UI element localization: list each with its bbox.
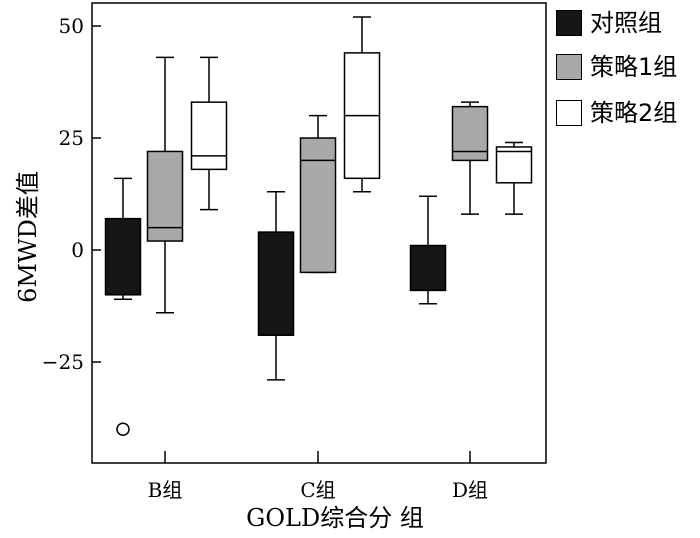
- legend: 对照组 策略1组 策略2组: [556, 0, 700, 160]
- x-axis: B组 C组 D组: [148, 451, 488, 502]
- legend-swatch-strategy1: [556, 54, 582, 80]
- box-2-1: [343, 16, 381, 193]
- y-tick-label: 25: [59, 126, 84, 150]
- box-1-1: [299, 114, 337, 274]
- box-iqr: [146, 150, 184, 242]
- box-iqr: [299, 137, 337, 274]
- legend-swatch-strategy2: [556, 100, 582, 126]
- box-0-0: [104, 177, 142, 301]
- x-tick-label: C组: [300, 478, 335, 502]
- legend-item-strategy2: 策略2组: [556, 98, 700, 128]
- box-iqr: [257, 231, 295, 336]
- box-iqr: [451, 105, 489, 162]
- box-1-0: [146, 56, 184, 314]
- outlier-point: [116, 422, 130, 436]
- box-iqr: [409, 244, 447, 292]
- boxes-layer: [104, 16, 533, 436]
- box-0-1: [257, 191, 295, 381]
- box-2-0: [190, 56, 228, 211]
- y-tick-label: −25: [42, 350, 84, 374]
- x-axis-title: GOLD综合分 组: [246, 504, 424, 532]
- legend-swatch-control: [556, 10, 582, 36]
- plot-frame: [91, 2, 547, 464]
- y-tick-label: 0: [71, 238, 84, 262]
- box-2-2: [495, 141, 533, 215]
- box-iqr: [495, 146, 533, 184]
- y-axis: 50 25 0 −25: [42, 14, 101, 374]
- y-tick-label: 50: [59, 14, 84, 38]
- legend-label-strategy1: 策略1组: [590, 53, 678, 81]
- y-axis-title: 6MWD差值: [14, 171, 42, 303]
- legend-label-control: 对照组: [590, 9, 662, 37]
- x-tick-label: D组: [452, 478, 488, 502]
- x-tick-label: B组: [148, 478, 183, 502]
- box-iqr: [104, 217, 142, 296]
- legend-item-strategy1: 策略1组: [556, 52, 700, 82]
- legend-label-strategy2: 策略2组: [590, 99, 678, 127]
- box-iqr: [190, 101, 228, 171]
- legend-item-control: 对照组: [556, 8, 700, 38]
- box-0-2: [409, 195, 447, 305]
- box-1-2: [451, 101, 489, 215]
